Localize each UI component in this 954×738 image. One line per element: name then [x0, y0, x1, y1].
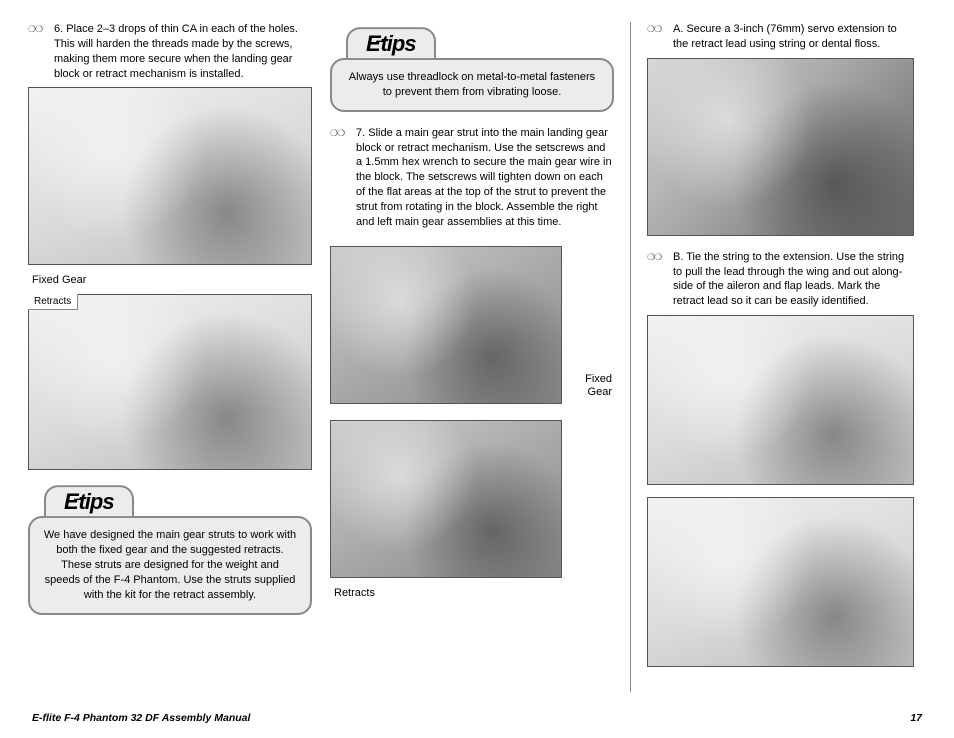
photo-servo-extension: [647, 58, 914, 236]
step-6-text: 6. Place 2–3 drops of thin CA in each of…: [54, 22, 312, 81]
checkbox-icon: [330, 126, 356, 230]
tips-text-struts: We have designed the main gear struts to…: [44, 529, 296, 600]
step-6: 6. Place 2–3 drops of thin CA in each of…: [28, 22, 312, 81]
footer-title: E-flite F-4 Phantom 32 DF Assembly Manua…: [32, 712, 250, 724]
logo-dash: –: [376, 32, 383, 48]
column-3: A. Secure a 3-inch (76mm) servo extensio…: [630, 22, 914, 692]
step-7-text: 7. Slide a main gear strut into the main…: [356, 126, 614, 230]
page-footer: E-flite F-4 Phantom 32 DF Assembly Manua…: [32, 712, 922, 724]
etips-logo: E–tips: [64, 490, 114, 515]
logo-dash: –: [74, 491, 81, 507]
tips-box-struts: E–tips We have designed the main gear st…: [28, 506, 312, 622]
logo-tips: tips: [78, 490, 113, 515]
checkbox-icon: [647, 250, 673, 309]
step-a: A. Secure a 3-inch (76mm) servo extensio…: [647, 22, 914, 52]
photo-placeholder: [28, 87, 312, 265]
caption-retracts-inside: Retracts: [28, 294, 78, 310]
step-b-text: B. Tie the string to the extension. Use …: [673, 250, 914, 309]
logo-tips: tips: [380, 31, 415, 56]
tips-text-threadlock: Always use threadlock on metal-to-metal …: [349, 71, 595, 98]
tips-header: E–tips: [346, 27, 436, 58]
page-columns: 6. Place 2–3 drops of thin CA in each of…: [28, 22, 926, 692]
photo-placeholder: [330, 420, 562, 578]
tips-box-threadlock: E–tips Always use threadlock on metal-to…: [330, 48, 614, 120]
column-1: 6. Place 2–3 drops of thin CA in each of…: [28, 22, 312, 692]
step-7: 7. Slide a main gear strut into the main…: [330, 126, 614, 230]
tips-header: E–tips: [44, 486, 134, 517]
checkbox-icon: [28, 22, 54, 81]
column-2: E–tips Always use threadlock on metal-to…: [330, 22, 614, 692]
photo-fixed-gear-assembly: Fixed Gear: [330, 246, 614, 404]
step-b: B. Tie the string to the extension. Use …: [647, 250, 914, 309]
caption-fixed-gear: Fixed Gear: [32, 274, 312, 286]
etips-logo: E–tips: [366, 31, 416, 56]
photo-lead-routed: [647, 497, 914, 667]
photo-string-pull: [647, 315, 914, 485]
photo-fixed-gear-ca: [28, 87, 312, 265]
photo-retracts-assembly: [330, 420, 614, 578]
caption-fixed-gear-right: Fixed Gear: [568, 373, 612, 399]
step-a-text: A. Secure a 3-inch (76mm) servo extensio…: [673, 22, 914, 52]
checkbox-icon: [647, 22, 673, 52]
photo-placeholder: [28, 294, 312, 470]
photo-retracts-ca: Retracts: [28, 294, 312, 470]
photo-placeholder: [330, 246, 562, 404]
caption-retracts: Retracts: [334, 587, 614, 599]
caption-line2: Gear: [588, 386, 612, 398]
footer-page-number: 17: [910, 712, 922, 724]
caption-line1: Fixed: [585, 373, 612, 385]
